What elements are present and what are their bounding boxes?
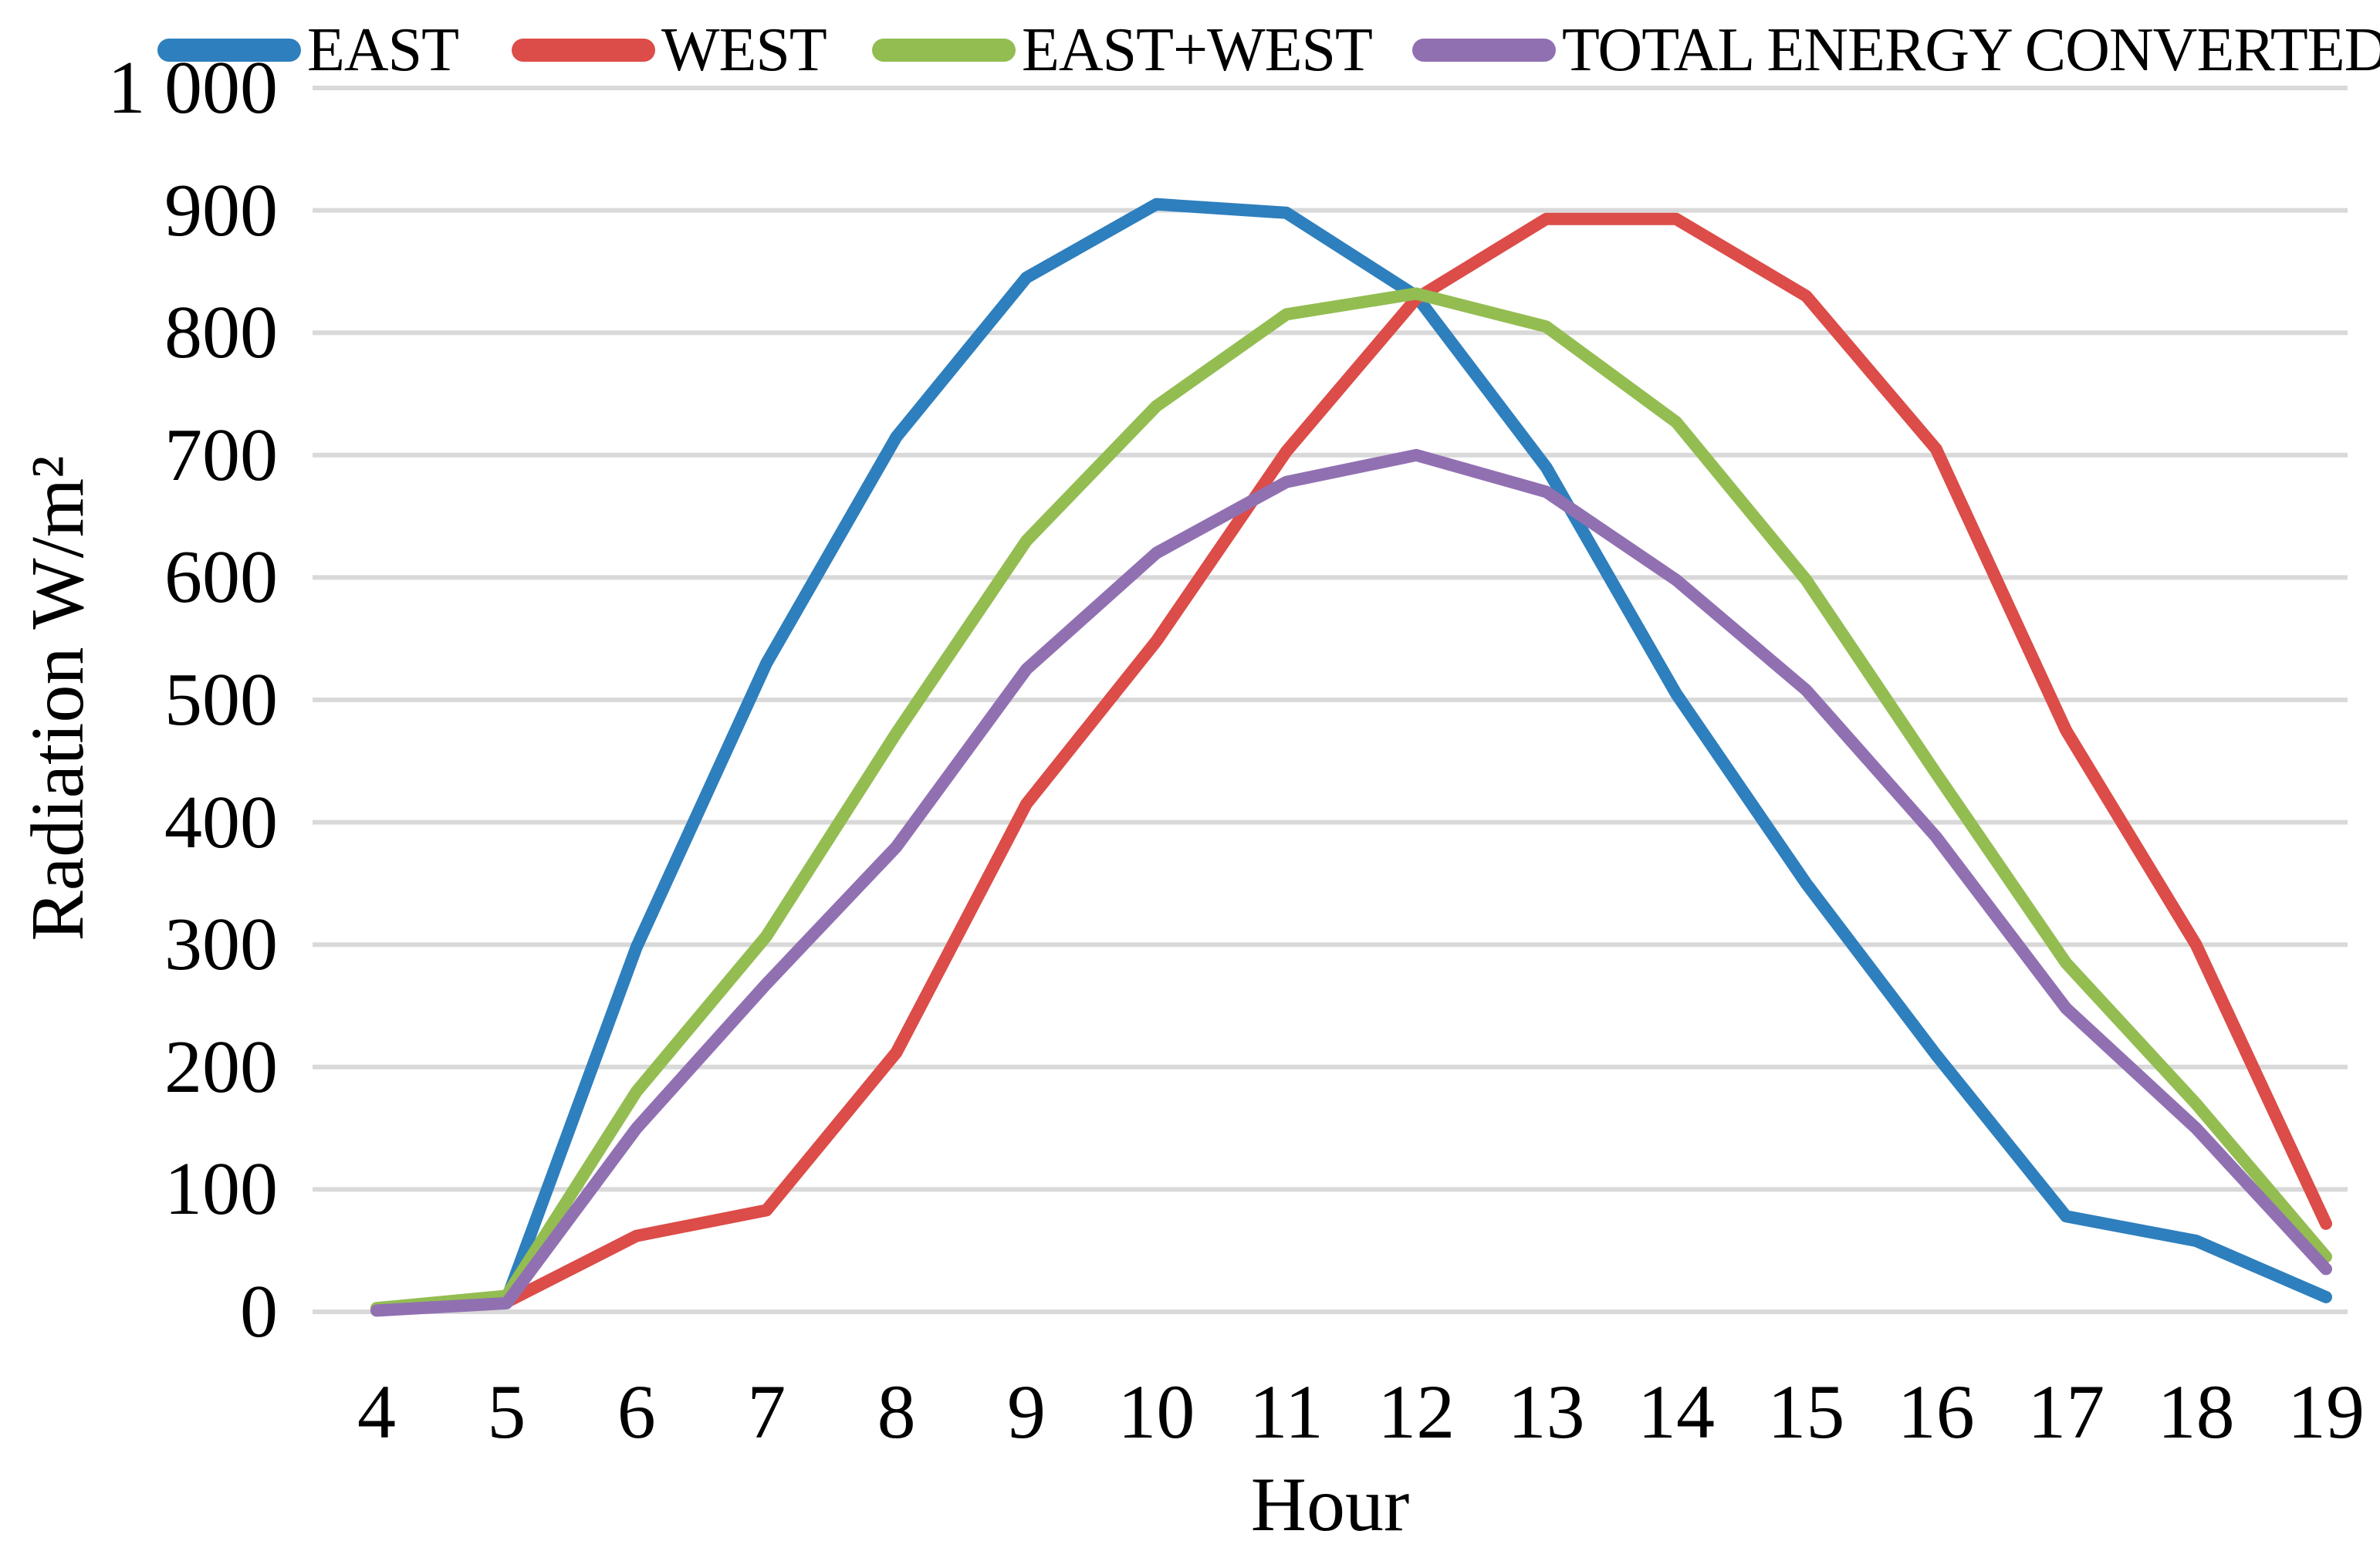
y-tick-label: 900 xyxy=(164,168,278,252)
east-series-swatch-icon xyxy=(157,39,301,62)
x-axis-title: Hour xyxy=(1250,1461,1410,1547)
series-line-total-energy-converted xyxy=(370,448,2332,1317)
y-tick-label: 400 xyxy=(164,780,278,864)
east-west-series-swatch-icon xyxy=(872,39,1016,62)
x-tick-label: 6 xyxy=(617,1369,656,1455)
y-tick-label: 200 xyxy=(164,1025,278,1109)
y-tick-label: 500 xyxy=(164,658,278,742)
y-axis-title: Radiation W/m² xyxy=(16,455,100,941)
x-tick-label: 18 xyxy=(2157,1369,2235,1455)
x-tick-label: 13 xyxy=(1507,1369,1585,1455)
total-energy-converted-series-swatch-icon xyxy=(1412,39,1556,62)
west-series-swatch-icon xyxy=(512,39,655,62)
x-tick-label: 16 xyxy=(1897,1369,1975,1455)
series-line-west xyxy=(370,212,2332,1316)
legend-item-east-west: EAST+WEST xyxy=(872,0,1373,100)
x-tick-label: 10 xyxy=(1117,1369,1195,1455)
x-tick-label: 12 xyxy=(1378,1369,1455,1455)
legend-item-total-energy-converted: TOTAL ENERGY CONVERTED xyxy=(1412,0,2380,100)
legend-item-east: EAST xyxy=(157,0,459,100)
x-tick-label: 14 xyxy=(1638,1369,1715,1455)
x-tick-label: 9 xyxy=(1007,1369,1046,1455)
y-tick-label: 300 xyxy=(164,903,278,987)
x-tick-label: 8 xyxy=(877,1369,916,1455)
series-line-east xyxy=(370,198,2332,1316)
y-tick-label: 700 xyxy=(164,413,278,497)
y-tick-label: 600 xyxy=(164,536,278,620)
x-tick-label: 4 xyxy=(357,1369,396,1455)
x-tick-label: 5 xyxy=(487,1369,526,1455)
legend-label: WEST xyxy=(661,16,827,84)
series-line-east-west xyxy=(370,287,2332,1315)
legend-label: TOTAL ENERGY CONVERTED xyxy=(1562,16,2380,84)
x-tick-label: 7 xyxy=(747,1369,786,1455)
x-tick-label: 17 xyxy=(2027,1369,2105,1455)
x-tick-label: 11 xyxy=(1249,1369,1324,1455)
x-tick-label: 19 xyxy=(2287,1369,2365,1455)
legend-label: EAST+WEST xyxy=(1022,16,1373,84)
legend-item-west: WEST xyxy=(512,0,827,100)
y-tick-label: 100 xyxy=(164,1147,278,1232)
x-tick-label: 15 xyxy=(1767,1369,1845,1455)
y-tick-label: 800 xyxy=(164,291,278,375)
legend-label: EAST xyxy=(307,16,459,84)
y-tick-label: 1 000 xyxy=(107,46,279,130)
y-tick-label: 0 xyxy=(240,1270,278,1353)
